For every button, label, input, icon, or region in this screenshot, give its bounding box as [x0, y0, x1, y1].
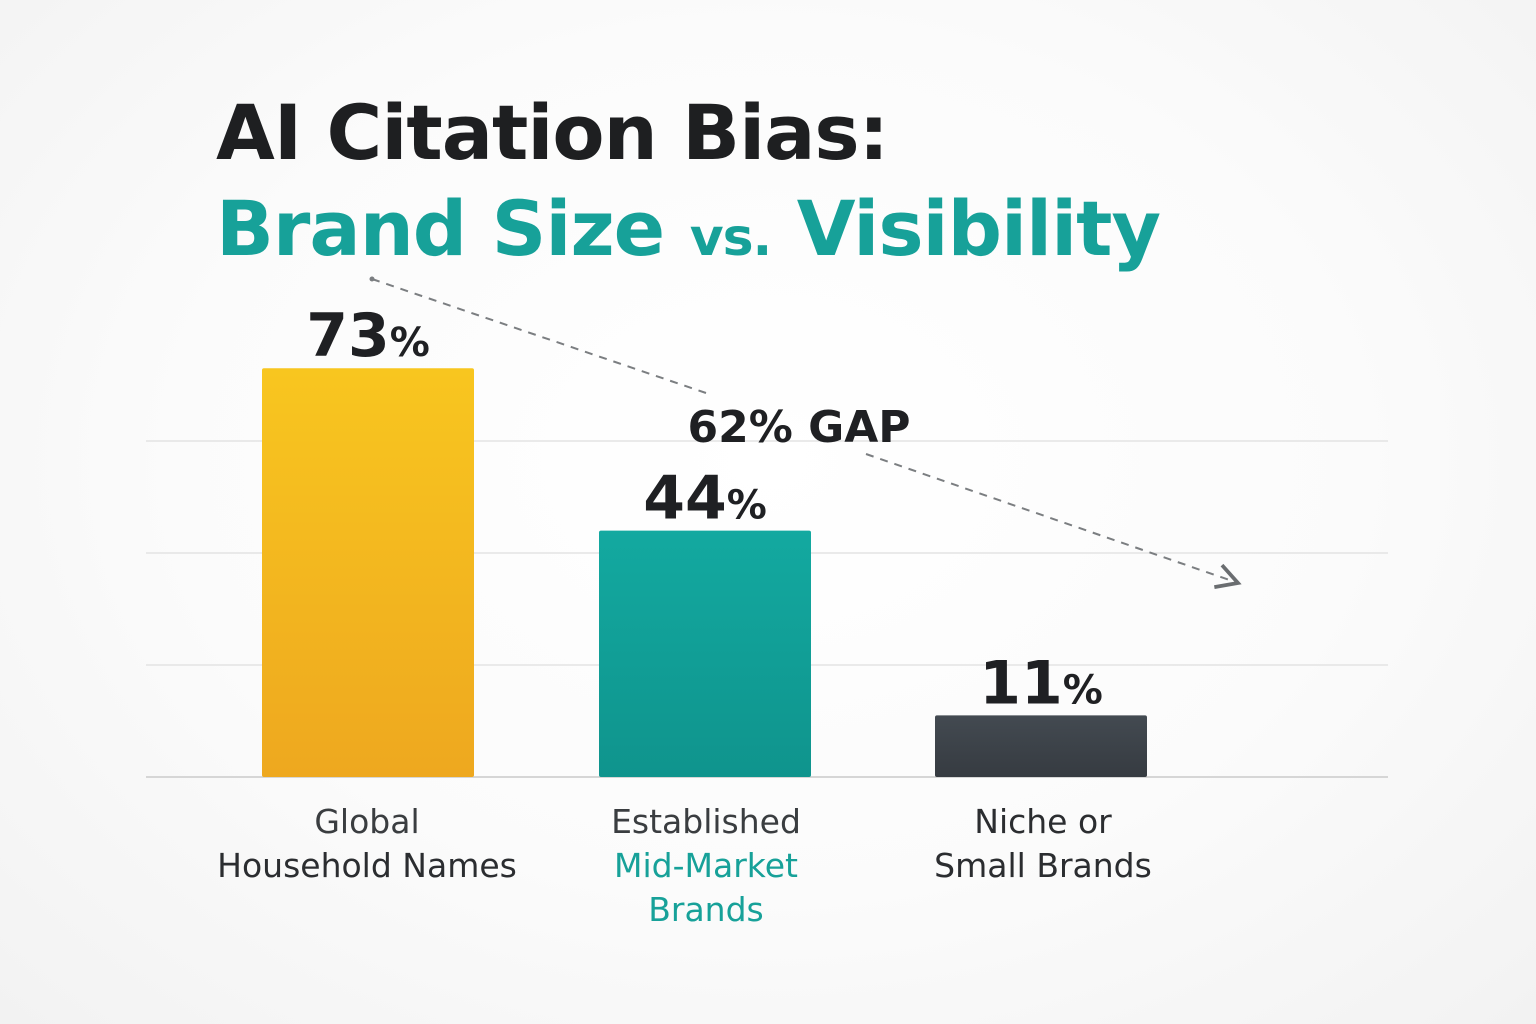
bar-1 — [599, 530, 811, 777]
bar-2 — [935, 715, 1147, 777]
x-tick-label-line: Small Brands — [934, 846, 1152, 885]
x-tick-label-niche: Niche or Small Brands — [853, 800, 1233, 888]
x-tick-label-global: Global Household Names — [177, 800, 557, 888]
gap-arrow-start-dot — [369, 276, 375, 282]
chart-subtitle: Brand Size vs. Visibility — [216, 184, 1161, 273]
subtitle-vs: vs. — [689, 208, 773, 268]
x-tick-label-line: Mid-Market — [614, 846, 798, 885]
x-tick-label-line: Established — [611, 802, 801, 841]
bar-value-percent-sign: % — [1063, 667, 1103, 713]
bar-0 — [262, 368, 474, 777]
bar-value-number: 44 — [643, 464, 727, 534]
x-tick-label-line: Household Names — [217, 846, 517, 885]
gap-annotation-label: 62% GAP — [687, 402, 910, 453]
subtitle-brand-size: Brand Size — [216, 184, 665, 273]
x-tick-label-line: Niche or — [974, 802, 1112, 841]
bar-value-number: 11 — [979, 648, 1063, 718]
subtitle-visibility: Visibility — [796, 184, 1161, 273]
chart-title: AI Citation Bias: — [216, 88, 889, 177]
bar-value-percent-sign: % — [727, 483, 767, 529]
x-tick-label-line: Brands — [648, 890, 764, 929]
bar-value-label-2: 11% — [979, 648, 1103, 718]
bar-value-percent-sign: % — [390, 320, 430, 366]
bar-value-number: 73 — [306, 301, 390, 371]
x-tick-label-established: Established Mid-Market Brands — [516, 800, 896, 932]
x-tick-label-line: Global — [314, 802, 420, 841]
bar-value-label-0: 73% — [306, 301, 430, 371]
bar-value-label-1: 44% — [643, 464, 767, 534]
gap-arrow-segment-2 — [865, 453, 1242, 589]
